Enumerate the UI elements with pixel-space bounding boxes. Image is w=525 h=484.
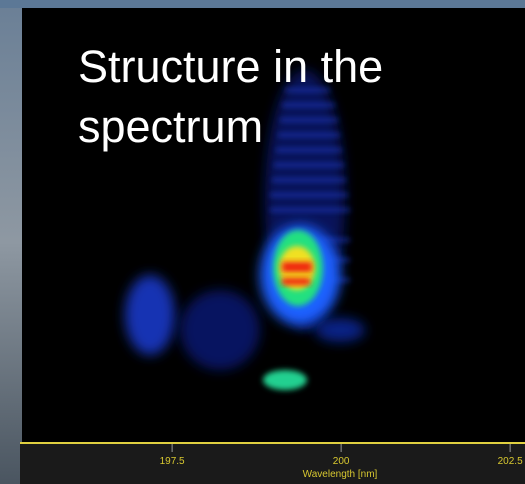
tick-label: 202.5 xyxy=(498,456,523,467)
top-strip xyxy=(0,0,525,8)
axis-area xyxy=(20,443,525,484)
title-line: Structure in the xyxy=(78,41,383,92)
side-strip xyxy=(0,0,22,484)
tick-label: 200 xyxy=(333,456,350,467)
axis-label: Wavelength [nm] xyxy=(303,469,378,480)
tick-label: 197.5 xyxy=(160,456,185,467)
title-line: spectrum xyxy=(78,101,263,152)
spectrum-image xyxy=(125,70,365,390)
